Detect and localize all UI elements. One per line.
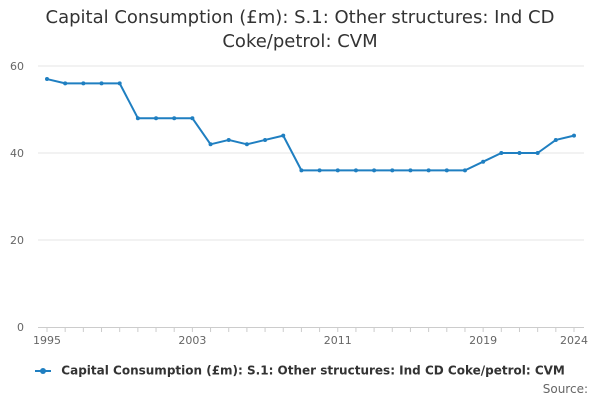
y-tick-label: 60 (10, 60, 24, 73)
data-point (135, 116, 140, 121)
data-point (444, 168, 449, 173)
x-tick-label: 2003 (178, 334, 206, 347)
data-point (553, 137, 558, 142)
x-tick-label: 2011 (324, 334, 352, 347)
axes (38, 327, 584, 332)
data-point (117, 81, 122, 86)
series (45, 77, 576, 173)
data-point (426, 168, 431, 173)
grid-lines (38, 65, 584, 241)
data-point (99, 81, 104, 86)
data-point (172, 116, 177, 121)
data-point (244, 142, 249, 147)
legend-swatch (35, 367, 52, 375)
data-point (572, 133, 576, 138)
data-point (154, 116, 159, 121)
y-tick-labels: 0 20 40 60 (10, 60, 24, 334)
data-point (481, 159, 486, 164)
data-point (281, 133, 286, 138)
data-point (535, 151, 540, 155)
data-point (499, 151, 504, 155)
data-point (208, 142, 213, 147)
data-point (81, 81, 86, 86)
data-point (462, 168, 467, 173)
data-point (390, 168, 395, 173)
x-tick-label: 1995 (33, 334, 61, 347)
data-point (317, 168, 322, 173)
data-point (408, 168, 413, 173)
series-line (46, 78, 575, 172)
data-point (299, 168, 304, 173)
source-label: Source: (542, 382, 588, 396)
x-tick-label: 2024 (560, 334, 588, 347)
legend-swatch-dot (40, 367, 47, 374)
y-tick-label: 0 (17, 321, 24, 334)
data-point (517, 151, 522, 155)
data-point (263, 137, 268, 142)
legend-label: Capital Consumption (£m): S.1: Other str… (61, 363, 565, 378)
data-point (190, 116, 195, 121)
x-tick-labels: 1995 2003 2011 2019 2024 (33, 334, 588, 347)
data-point (45, 77, 49, 82)
y-tick-label: 20 (10, 234, 24, 247)
data-point (335, 168, 340, 173)
data-point (372, 168, 377, 173)
data-point (63, 81, 68, 86)
x-tick-label: 2019 (469, 334, 497, 347)
y-tick-label: 40 (10, 147, 24, 160)
data-point (353, 168, 358, 173)
chart-title: Capital Consumption (£m): S.1: Other str… (45, 7, 555, 52)
data-point (226, 137, 231, 142)
legend[interactable]: Capital Consumption (£m): S.1: Other str… (0, 363, 600, 378)
